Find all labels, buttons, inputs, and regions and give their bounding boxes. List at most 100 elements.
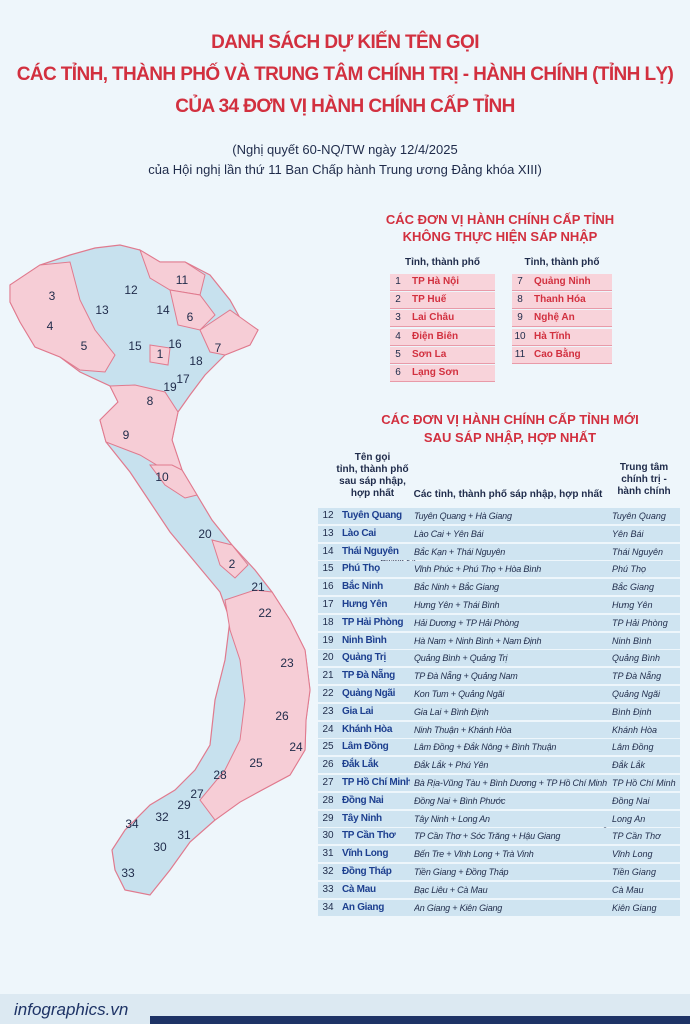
merged-provinces: Lào Cai + Yên Bái <box>414 528 484 539</box>
section-title: CÁC ĐƠN VỊ HÀNH CHÍNH CẤP TỈNH <box>385 212 615 227</box>
admin-center: Quảng Ngãi <box>612 689 661 699</box>
map-label: 13 <box>95 303 109 317</box>
map-label: 22 <box>258 606 272 620</box>
map-label: 27 <box>190 787 204 801</box>
province-name: Cà Mau <box>342 883 376 895</box>
row-bg <box>318 775 680 791</box>
row-bg <box>318 614 680 631</box>
province-name: Bắc Ninh <box>342 581 383 593</box>
map-label: 34 <box>125 817 139 831</box>
map-label: 14 <box>156 303 170 317</box>
admin-center: TP Hải Phòng <box>612 617 668 628</box>
province-name: Khánh Hòa <box>342 723 393 735</box>
merged-provinces: Lâm Đồng + Đắk Nông + Bình Thuận <box>414 742 557 753</box>
map-label: 15 <box>128 339 142 353</box>
map-label: 1 <box>157 347 164 361</box>
row-bg <box>318 899 680 916</box>
row-number: 26 <box>322 759 334 771</box>
footer-site: infographics.vn <box>14 1000 129 1019</box>
row-number: 21 <box>322 670 334 682</box>
province-name: Quảng Ninh <box>534 276 591 287</box>
row-bg <box>318 757 680 774</box>
row-bg <box>318 810 680 827</box>
title: DANH SÁCH DỰ KIẾN TÊN GỌI <box>211 32 479 53</box>
merged-provinces: Vĩnh Phúc + Phú Thọ + Hòa Bình <box>414 564 542 575</box>
row-number: 22 <box>322 688 334 699</box>
province-name: Hà Tĩnh <box>534 330 571 342</box>
province-name: Quảng Trị <box>342 652 386 664</box>
province-name: Lạng Sơn <box>412 367 459 378</box>
province-name: Đồng Tháp <box>342 866 392 877</box>
row-number: 12 <box>322 510 334 521</box>
row-number: 17 <box>322 599 334 610</box>
admin-center: Tuyên Quang <box>612 511 666 521</box>
merged-provinces: Bắc Kạn + Thái Nguyên <box>414 546 506 557</box>
row-number: 11 <box>514 348 526 360</box>
admin-center: Đồng Nai <box>612 795 650 806</box>
map-label: 5 <box>81 339 88 353</box>
footer-stripe <box>150 1016 690 1024</box>
row-number: 23 <box>322 705 334 717</box>
row-bg <box>318 508 680 524</box>
province-name: TP Cần Thơ <box>342 830 396 842</box>
merged-provinces: Tuyên Quang + Hà Giang <box>414 511 512 521</box>
row-bg <box>390 310 495 328</box>
map-region <box>149 464 198 499</box>
row-bg <box>318 632 680 649</box>
province-name: Tây Ninh <box>342 812 382 824</box>
map-label: 17 <box>176 372 190 386</box>
admin-center: Tiền Giang <box>612 867 656 877</box>
map-label: 25 <box>249 756 263 770</box>
admin-center: Yên Bái <box>612 528 644 539</box>
row-number: 14 <box>322 545 334 557</box>
province-name: TP Đà Nẵng <box>342 670 395 682</box>
map-label: 19 <box>163 380 177 394</box>
map-label: 23 <box>280 656 294 670</box>
map-label: 20 <box>198 527 212 541</box>
map-region <box>149 344 171 366</box>
map-label: 9 <box>123 428 130 442</box>
admin-center: Quảng Bình <box>612 653 661 664</box>
map-label: 24 <box>289 740 303 754</box>
province-name: Cao Bằng <box>534 348 581 360</box>
row-bg <box>512 292 612 310</box>
merged-provinces: Hà Nam + Ninh Bình + Nam Định <box>414 635 542 646</box>
map-region <box>199 589 311 821</box>
section-title: KHÔNG THỰC HIỆN SÁP NHẬP <box>402 229 598 244</box>
merged-provinces: Bến Tre + Vĩnh Long + Trà Vinh <box>414 849 534 860</box>
map-label: 16 <box>168 337 182 351</box>
map-label: 21 <box>251 580 265 594</box>
column-header: Tên gọi tỉnh, thành phố sau sáp nhập, hợ… <box>336 452 409 499</box>
merged-provinces: Đồng Nai + Bình Phước <box>414 795 506 806</box>
merged-provinces: Đắk Lắk + Phú Yên <box>414 760 489 771</box>
map-label: 33 <box>121 866 135 880</box>
row-bg <box>512 328 612 346</box>
title: CỦA 34 ĐƠN VỊ HÀNH CHÍNH CẤP TỈNH <box>175 96 515 117</box>
province-name: Đồng Nai <box>342 794 384 806</box>
row-number: 4 <box>395 330 401 342</box>
map-label: 32 <box>155 810 169 824</box>
row-bg <box>318 721 680 738</box>
admin-center: Vĩnh Long <box>612 849 653 860</box>
province-name: Ninh Bình <box>342 634 387 646</box>
merged-provinces: TP Cần Thơ + Sóc Trăng + Hậu Giang <box>414 831 561 842</box>
admin-center: Phú Thọ <box>612 564 647 575</box>
row-number: 5 <box>395 348 401 360</box>
admin-center: TP Hồ Chí Minh <box>612 778 676 788</box>
row-number: 13 <box>322 527 334 539</box>
row-number: 25 <box>322 741 334 753</box>
row-bg <box>512 274 612 291</box>
row-bg <box>390 328 495 346</box>
row-number: 24 <box>322 723 334 735</box>
row-number: 6 <box>395 367 401 378</box>
section-title: CÁC ĐƠN VỊ HÀNH CHÍNH CẤP TỈNH MỚI <box>381 412 639 427</box>
row-bg <box>512 310 612 328</box>
map-label: 11 <box>176 273 189 287</box>
map-label: 18 <box>189 354 203 368</box>
row-number: 16 <box>322 581 334 593</box>
map-label: 10 <box>155 470 169 484</box>
province-name: Hưng Yên <box>342 599 388 610</box>
map-label: 29 <box>177 798 191 812</box>
row-bg <box>390 292 495 310</box>
